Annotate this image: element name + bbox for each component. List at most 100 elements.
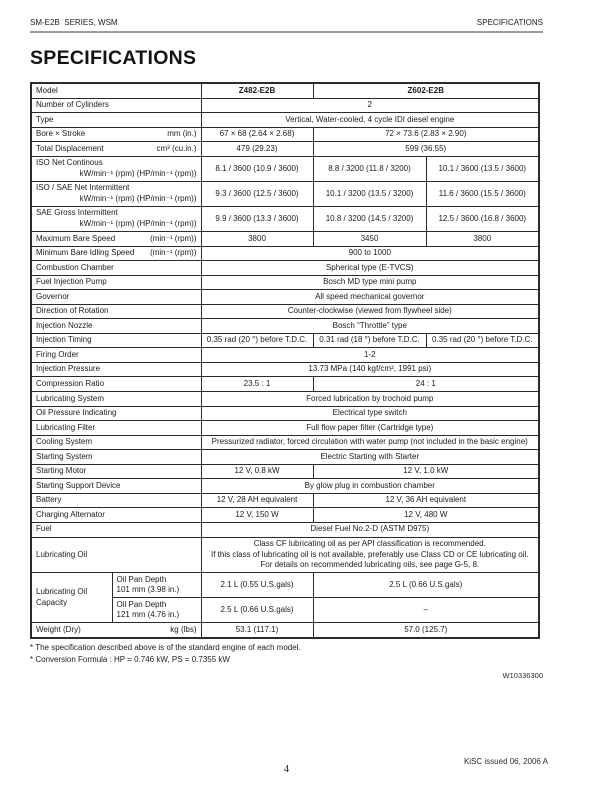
spec-value-cell: 12 V, 150 W xyxy=(200,507,314,523)
spec-value-cell: Counter-clockwise (viewed from flywheel … xyxy=(200,303,540,320)
spec-value-cell: Vertical, Water-cooled, 4 cycle IDI dies… xyxy=(200,112,540,128)
spec-value-cell: Spherical type (E-TVCS) xyxy=(200,260,540,276)
spec-value-cell: 2 xyxy=(200,97,540,114)
spec-value-cell: 23.5 : 1 xyxy=(200,376,314,393)
table-row: SAE Gross Intermittent kW/min⁻¹ (rpm) (HP… xyxy=(30,205,540,233)
page-title: SPECIFICATIONS xyxy=(30,47,197,69)
row-label-cell: Weight (Dry) kg (lbs) xyxy=(30,622,202,639)
spec-value-cell: 2.5 L (0.66 U.S.gals) xyxy=(312,572,540,599)
row-label: Firing Order xyxy=(30,347,202,363)
table-row: Charging Alternator 12 V, 150 W 12 V, 480 … xyxy=(30,507,540,523)
table-row: Starting Motor 12 V, 0.8 kW 12 V, 1.0 kW xyxy=(30,463,540,480)
spec-value-cell: 10.1 / 3200 (13.5 / 3200) xyxy=(312,180,427,207)
row-label: Bore × Stroke xyxy=(36,129,86,139)
spec-value-cell: 599 (36.55) xyxy=(312,141,540,157)
row-label: ISO Net Continous xyxy=(36,158,103,168)
row-label: Total Displacement xyxy=(36,143,104,153)
spec-value-cell: 8.1 / 3600 (10.9 / 3600) xyxy=(200,155,314,182)
row-label: Lubricating System xyxy=(30,391,202,407)
row-label: Oil Pressure Indicating xyxy=(30,405,202,422)
table-row: ISO Net Continous kW/min⁻¹ (rpm) (HP/min⁻… xyxy=(30,155,540,182)
row-label: Lubricating Oil xyxy=(30,536,202,574)
spec-value-cell: 9.9 / 3600 (13.3 / 3600) xyxy=(200,205,314,233)
table-row: Injection Pressure 13.73 MPa (140 kgf/cm²… xyxy=(30,361,540,378)
spec-value-cell: 0.35 rad (20 °) before T.D.C. xyxy=(425,332,540,349)
page-header: SM-E2B SERIES, WSM SPECIFICATIONS xyxy=(30,18,543,33)
row-unit: kW/min⁻¹ (rpm) (HP/min⁻¹ (rpm)) xyxy=(79,193,197,203)
table-row: Combustion Chamber Spherical type (E-TVCS… xyxy=(30,260,540,276)
table-row: Maximum Bare Speed (min⁻¹ (rpm)) 3800 3450 3… xyxy=(30,231,540,247)
table-row: Lubricating Filter Full flow paper filter… xyxy=(30,420,540,436)
spec-value-cell: Forced lubrication by trochoid pump xyxy=(200,391,540,407)
row-label: Number of Cylinders xyxy=(30,97,202,114)
spec-value-cell: 2.5 L (0.66 U.S.gals) xyxy=(200,597,314,624)
spec-value-cell: Class CF lubricating oil as per API clas… xyxy=(200,536,540,574)
spec-value-cell: All speed mechanical governor xyxy=(200,289,540,305)
table-row: Fuel Injection Pump Bosch MD type mini pu… xyxy=(30,274,540,291)
spec-value-cell: 11.6 / 3600 (15.5 / 3600) xyxy=(425,180,540,207)
table-row: Lubricating System Forced lubrication by … xyxy=(30,391,540,407)
table-row: Direction of Rotation Counter-clockwise (… xyxy=(30,303,540,320)
row-label-cell: Minimum Bare Idling Speed (min⁻¹ (rpm)) xyxy=(30,245,202,262)
table-row: Lubricating Oil Class CF lubricating oil … xyxy=(30,536,540,574)
row-label: Fuel xyxy=(30,521,202,538)
spec-value-cell: Bosch “Throttle” type xyxy=(200,318,540,334)
row-label: Lubricating Filter xyxy=(30,420,202,436)
table-row: Cooling System Pressurized radiator, forc… xyxy=(30,434,540,451)
row-label: Maximum Bare Speed xyxy=(36,233,116,243)
spec-value-cell: 12 V, 28 AH equivalent xyxy=(200,492,314,509)
spec-value-cell: 12 V, 36 AH equivalent xyxy=(312,492,540,509)
spec-value-cell: Full flow paper filter (Cartridge type) xyxy=(200,420,540,436)
table-row: Number of Cylinders 2 xyxy=(30,97,540,114)
row-label: Weight (Dry) xyxy=(36,624,81,634)
spec-value-cell: Electric Starting with Starter xyxy=(200,449,540,465)
spec-table: Model Z482-E2B Z602-E2B Number of Cylinders… xyxy=(30,82,541,639)
spec-value-cell: By glow plug in combustion chamber xyxy=(200,478,540,494)
row-sublabel: Oil Pan Depth 121 mm (4.76 in.) xyxy=(111,597,202,624)
row-label: Cooling System xyxy=(30,434,202,451)
row-unit: (min⁻¹ (rpm)) xyxy=(150,233,197,243)
spec-table-body: Model Z482-E2B Z602-E2B Number of Cylinders… xyxy=(30,82,540,639)
table-row: ISO / SAE Net Intermittent kW/min⁻¹ (rpm)… xyxy=(30,180,540,207)
row-label: Starting Motor xyxy=(30,463,202,480)
footer-issue-text: KiSC issued 06, 2006 A xyxy=(463,757,548,766)
spec-value-cell: 72 × 73.6 (2.83 × 2.90) xyxy=(312,126,540,143)
spec-value-cell: 12 V, 0.8 kW xyxy=(200,463,314,480)
table-row: Model Z482-E2B Z602-E2B xyxy=(30,82,540,99)
row-unit: mm (in.) xyxy=(167,129,197,139)
row-unit: kW/min⁻¹ (rpm) (HP/min⁻¹ (rpm)) xyxy=(79,218,197,228)
ref-code: W10336300 xyxy=(502,670,543,680)
table-row: Oil Pressure Indicating Electrical type s… xyxy=(30,405,540,422)
table-row: Oil Pan Depth 121 mm (4.76 in.) 2.5 L (0.… xyxy=(31,597,540,624)
page-number: 4 xyxy=(283,764,290,775)
spec-value-cell: Z482-E2B xyxy=(200,82,314,99)
row-sublabel: Oil Pan Depth 101 mm (3.98 in.) xyxy=(111,572,202,599)
spec-value-cell: 53.1 (117.1) xyxy=(200,622,314,639)
table-row: Battery 12 V, 28 AH equivalent 12 V, 36 AH… xyxy=(30,492,540,509)
spec-value-cell: 9.3 / 3600 (12.5 / 3600) xyxy=(200,180,314,207)
spec-value-cell: 10.8 / 3200 (14.5 / 3200) xyxy=(312,205,427,233)
table-row: Lubricating Oil Capacity Oil Pan Depth 10… xyxy=(30,572,540,624)
row-label: Combustion Chamber xyxy=(30,260,202,276)
table-row: Minimum Bare Idling Speed (min⁻¹ (rpm)) 90… xyxy=(30,245,540,262)
spec-value-cell: Z602-E2B xyxy=(312,82,540,99)
row-label: Minimum Bare Idling Speed xyxy=(36,248,135,258)
row-label-cell: Bore × Stroke mm (in.) xyxy=(30,126,202,143)
row-label: Starting System xyxy=(30,449,202,465)
row-label: Battery xyxy=(30,492,202,509)
row-label-cell: Total Displacement cm³ (cu.in.) xyxy=(30,141,202,157)
table-row: Compression Ratio 23.5 : 1 24 : 1 xyxy=(30,376,540,393)
spec-value-cell: Electrical type switch xyxy=(200,405,540,422)
header-left-text: SM-E2B SERIES, WSM xyxy=(30,18,118,27)
footnote: * The specification described above is o… xyxy=(30,642,301,652)
spec-value-cell: 24 : 1 xyxy=(312,376,540,393)
row-label: Charging Alternator xyxy=(30,507,202,523)
spec-value-cell: 67 × 68 (2.64 × 2.68) xyxy=(200,126,314,143)
row-label-cell: ISO / SAE Net Intermittent kW/min⁻¹ (rpm)… xyxy=(30,180,202,207)
spec-value-cell: Pressurized radiator, forced circulation… xyxy=(200,434,540,451)
header-right-text: SPECIFICATIONS xyxy=(476,18,543,27)
table-row: Starting System Electric Starting with St… xyxy=(30,449,540,465)
spec-value-cell: 8.8 / 3200 (11.8 / 3200) xyxy=(312,155,427,182)
spec-value-cell: 57.0 (125.7) xyxy=(312,622,540,639)
